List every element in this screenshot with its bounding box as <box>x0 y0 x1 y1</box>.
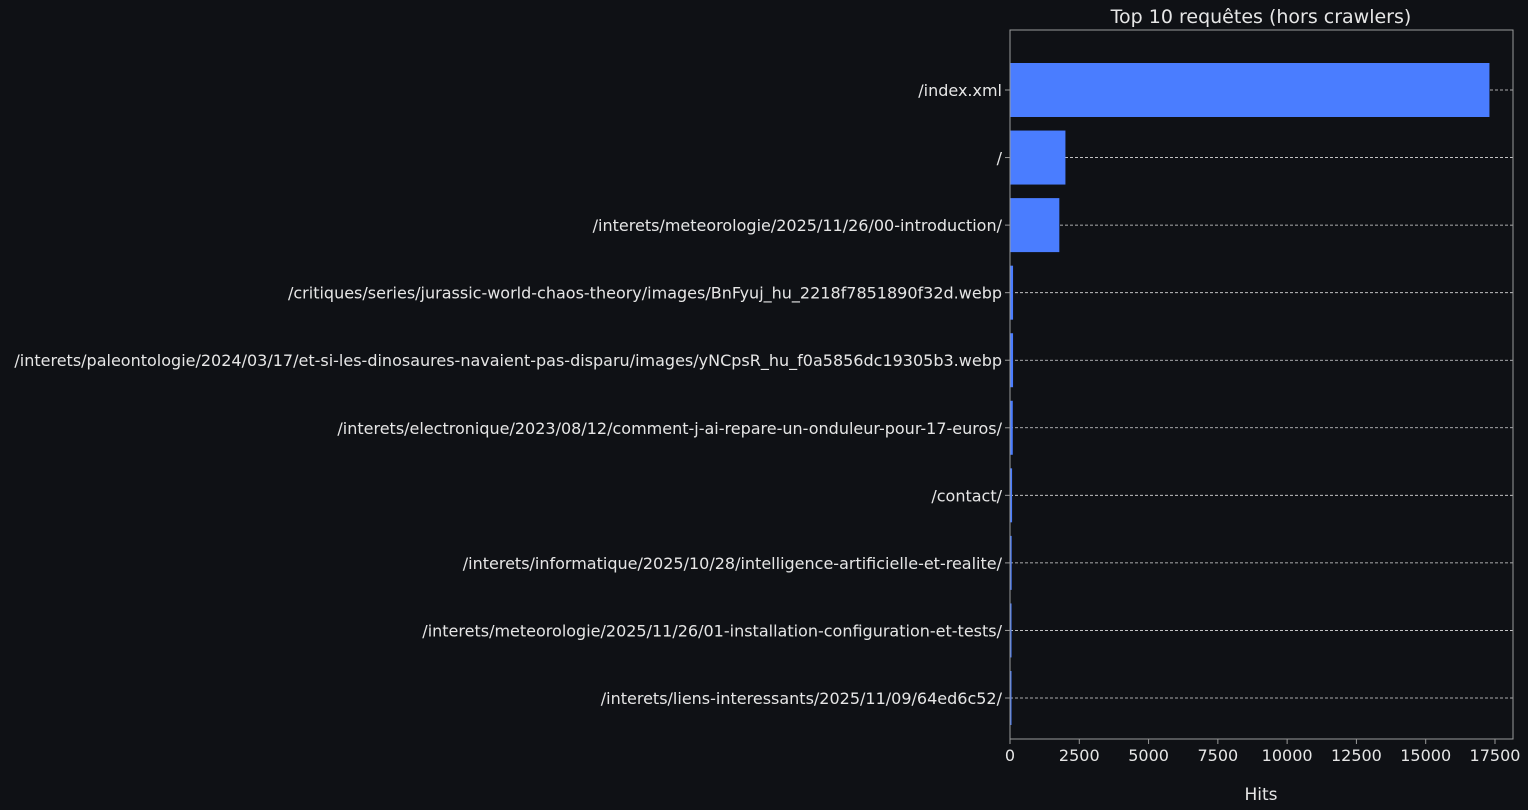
category-label: /interets/electronique/2023/08/12/commen… <box>337 419 1002 438</box>
x-tick-label: 5000 <box>1128 746 1169 765</box>
bar <box>1010 671 1012 725</box>
bar <box>1010 400 1013 455</box>
bar <box>1010 63 1490 117</box>
bar <box>1010 130 1066 185</box>
category-label: / <box>997 149 1003 168</box>
bar <box>1010 265 1014 320</box>
category-labels: /index.xml / /interets/meteorologie/2025/1… <box>14 81 1010 708</box>
x-axis-label: Hits <box>1244 785 1277 805</box>
x-axis-ticks: 0 2500 5000 7500 10000 12500 15000 17500 <box>1005 739 1521 765</box>
x-tick-label: 10000 <box>1262 746 1313 765</box>
bar <box>1010 603 1012 658</box>
bar <box>1010 535 1012 590</box>
bars <box>1010 63 1490 725</box>
bar <box>1010 468 1013 523</box>
category-label: /interets/meteorologie/2025/11/26/00-int… <box>593 216 1003 235</box>
bar <box>1010 198 1060 253</box>
category-label: /critiques/series/jurassic-world-chaos-t… <box>288 284 1002 304</box>
x-tick-label: 12500 <box>1331 746 1382 765</box>
x-tick-label: 0 <box>1005 746 1015 765</box>
category-label: /interets/paleontologie/2024/03/17/et-si… <box>14 351 1002 371</box>
x-tick-label: 2500 <box>1059 746 1100 765</box>
category-label: /contact/ <box>931 486 1002 505</box>
x-tick-label: 7500 <box>1197 746 1238 765</box>
category-label: /interets/informatique/2025/10/28/intell… <box>463 554 1003 573</box>
category-label: /interets/meteorologie/2025/11/26/01-ins… <box>422 621 1002 640</box>
x-tick-label: 15000 <box>1400 746 1451 765</box>
category-label: /interets/liens-interessants/2025/11/09/… <box>601 689 1003 708</box>
category-label: /index.xml <box>918 81 1002 100</box>
chart-title: Top 10 requêtes (hors crawlers) <box>1110 6 1412 28</box>
x-tick-label: 17500 <box>1470 746 1521 765</box>
bar <box>1010 333 1014 388</box>
grid-lines <box>1010 89 1513 699</box>
plot-frame <box>1009 29 1514 740</box>
